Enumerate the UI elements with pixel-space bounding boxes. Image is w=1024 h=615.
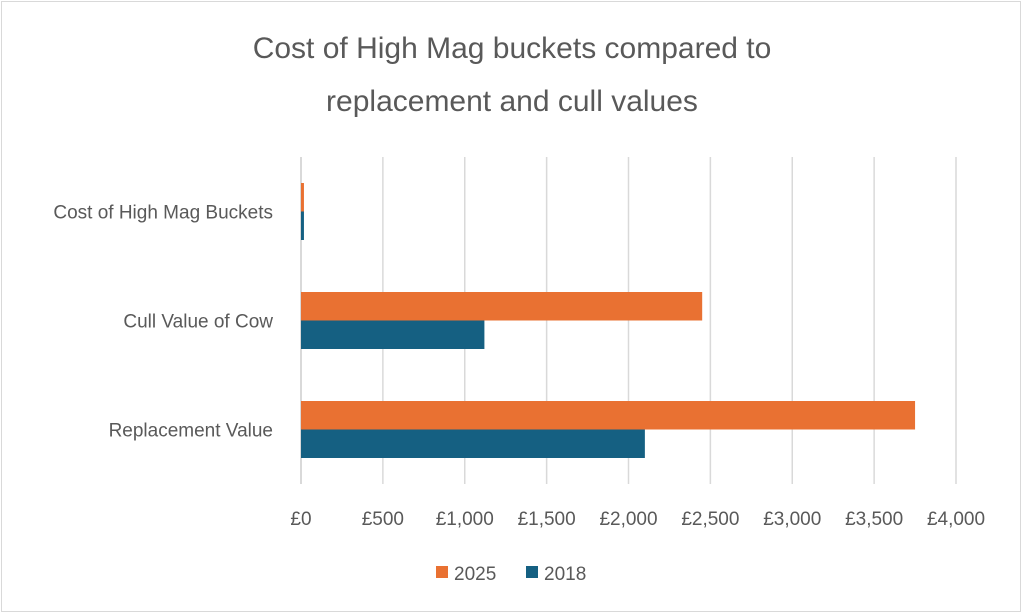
bar-2025 <box>301 401 916 430</box>
x-tick-label: £0 <box>290 509 311 530</box>
x-tick-label: £500 <box>362 509 404 530</box>
bar-2025 <box>301 183 304 212</box>
x-tick-label: £2,000 <box>599 509 657 530</box>
legend-label: 2018 <box>544 564 586 585</box>
bar-2025 <box>301 292 703 321</box>
x-tick-label: £1,500 <box>518 509 576 530</box>
x-tick-label: £2,500 <box>681 509 739 530</box>
legend-swatch-2018 <box>526 566 538 578</box>
x-tick-label: £4,000 <box>927 509 985 530</box>
chart-title-line-1: Cost of High Mag buckets compared to <box>253 32 772 65</box>
x-tick-label: £1,000 <box>436 509 494 530</box>
bar-2018 <box>301 320 485 349</box>
legend-label: 2025 <box>454 564 496 585</box>
category-label: Replacement Value <box>109 421 273 442</box>
bar-2018 <box>301 429 645 458</box>
x-tick-label: £3,000 <box>763 509 821 530</box>
category-label: Cull Value of Cow <box>123 312 273 333</box>
chart-title-line-2: replacement and cull values <box>326 85 698 118</box>
legend-swatch-2025 <box>436 566 448 578</box>
x-tick-label: £3,500 <box>845 509 903 530</box>
bar-2018 <box>301 211 304 240</box>
category-label: Cost of High Mag Buckets <box>53 203 273 224</box>
